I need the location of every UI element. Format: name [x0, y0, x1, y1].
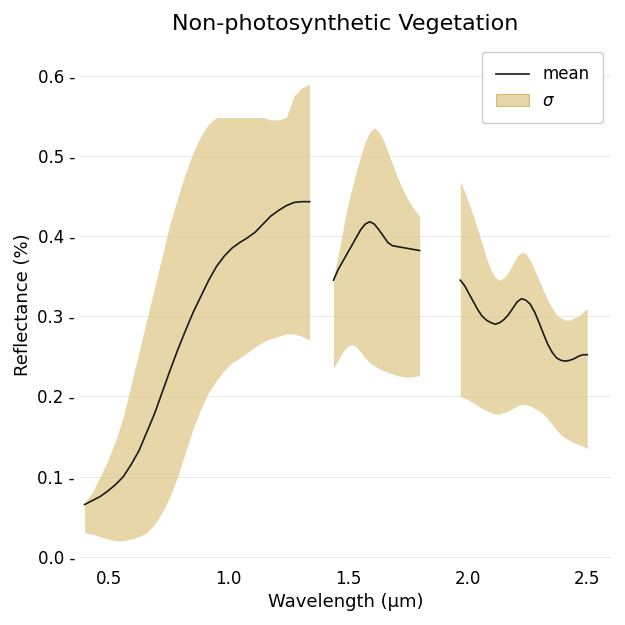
- Y-axis label: Reflectance (%): Reflectance (%): [14, 233, 32, 376]
- X-axis label: Wavelength (μm): Wavelength (μm): [268, 593, 423, 611]
- Legend: mean, $\sigma$: mean, $\sigma$: [482, 52, 602, 123]
- Title: Non-photosynthetic Vegetation: Non-photosynthetic Vegetation: [173, 14, 519, 34]
